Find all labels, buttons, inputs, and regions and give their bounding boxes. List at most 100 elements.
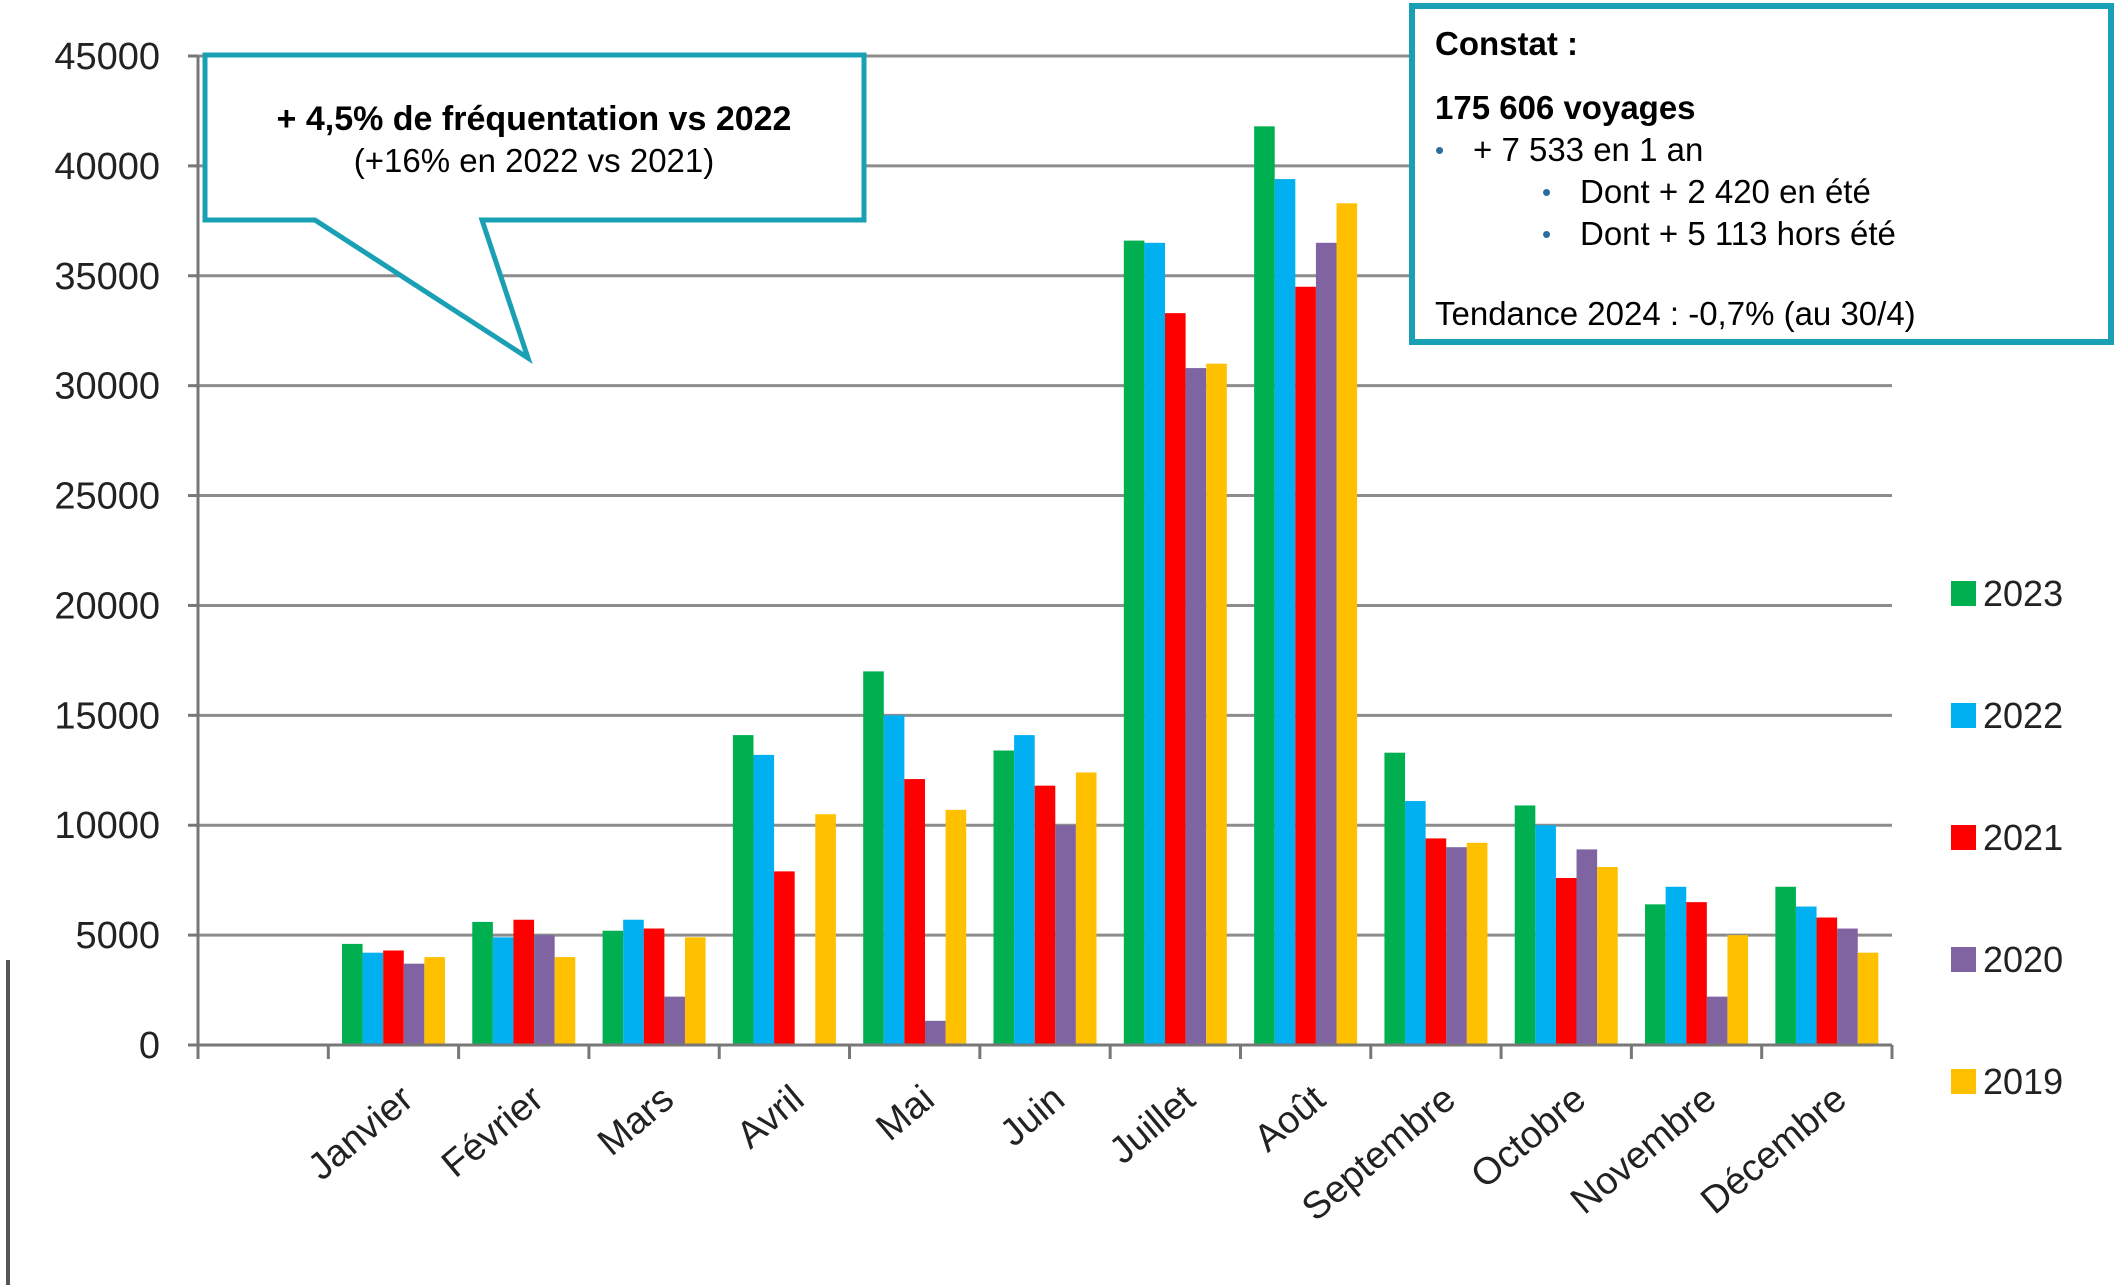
constat-sub-bullet: Dont + 2 420 en été (1435, 171, 2088, 213)
bar-2023-11 (1775, 886, 1796, 1045)
x-axis (196, 1043, 1894, 1059)
bar-2021-4 (904, 779, 925, 1045)
bar-2019-4 (945, 809, 967, 1045)
bar-2022-2 (623, 919, 644, 1045)
bar-2022-3 (753, 754, 775, 1045)
constat-sub-bullet: Dont + 5 113 hors été (1435, 213, 2088, 255)
legend-swatch (1951, 1069, 1976, 1094)
bar-2019-2 (684, 937, 706, 1045)
bar-2022-1 (492, 937, 514, 1045)
y-tick-label: 15000 (54, 695, 160, 737)
x-tick-label: Mai (869, 1078, 943, 1150)
legend-swatch (1951, 825, 1976, 850)
legend-swatch (1951, 703, 1976, 728)
bar-2021-10 (1686, 902, 1707, 1045)
bar-2021-3 (774, 871, 795, 1045)
bar-2021-11 (1816, 917, 1838, 1045)
y-tick-label: 20000 (54, 585, 160, 627)
bar-2019-7 (1336, 203, 1358, 1046)
bar-2020-0 (403, 963, 425, 1045)
bar-2023-1 (472, 921, 493, 1045)
bar-2022-8 (1405, 801, 1426, 1045)
bar-2021-5 (1034, 785, 1056, 1045)
bar-2023-3 (732, 735, 754, 1045)
bar-2019-6 (1206, 363, 1227, 1045)
x-tick-label: Juin (992, 1078, 1072, 1155)
y-tick-label: 25000 (54, 476, 160, 518)
y-tick-label: 0 (139, 1025, 160, 1067)
bar-2022-11 (1795, 906, 1817, 1045)
bar-2023-6 (1123, 240, 1145, 1045)
bar-2019-9 (1597, 866, 1618, 1045)
bar-2022-7 (1274, 179, 1296, 1045)
bar-2022-5 (1014, 735, 1035, 1045)
legend-label: 2020 (1983, 939, 2063, 980)
bar-2023-2 (602, 930, 624, 1045)
x-tick-label: Novembre (1563, 1078, 1724, 1223)
bars (341, 126, 1879, 1046)
bar-2020-4 (924, 1020, 946, 1045)
x-tick-label: Juillet (1102, 1077, 1204, 1172)
bar-2022-9 (1535, 825, 1556, 1045)
bar-2023-4 (863, 671, 884, 1045)
y-tick-label: 40000 (54, 146, 160, 188)
bar-2019-11 (1857, 952, 1879, 1045)
constat-total: 175 606 voyages (1435, 89, 1696, 126)
legend-swatch (1951, 581, 1976, 606)
y-tick-label: 35000 (54, 256, 160, 298)
frame-left-edge (6, 960, 10, 1285)
x-tick-label: Mars (590, 1078, 682, 1164)
bar-2021-0 (383, 950, 404, 1045)
bar-2023-5 (993, 750, 1015, 1045)
callout-shape (202, 52, 867, 364)
bar-2021-2 (643, 928, 665, 1045)
bar-2021-9 (1555, 877, 1577, 1045)
bar-2019-8 (1466, 842, 1488, 1045)
y-tick-label: 10000 (54, 805, 160, 847)
y-tick-label: 5000 (75, 915, 160, 957)
bar-2020-5 (1055, 825, 1076, 1045)
bar-2022-6 (1144, 242, 1166, 1046)
bar-2020-8 (1446, 847, 1467, 1045)
legend-label: 2021 (1983, 817, 2063, 858)
callout-headline: + 4,5% de fréquentation vs 2022 (277, 100, 792, 138)
legend-swatch (1951, 947, 1976, 972)
x-tick-label: Janvier (300, 1077, 421, 1188)
constat-list: + 7 533 en 1 an Dont + 2 420 en été Dont… (1435, 129, 2088, 255)
y-axis-ticks: 0 5000 10000 15000 20000 25000 30000 35000 40000… (54, 36, 200, 1067)
bar-2019-1 (554, 957, 576, 1045)
legend-label: 2022 (1983, 695, 2063, 736)
legend-label: 2019 (1983, 1061, 2063, 1102)
callout-subline: (+16% en 2022 vs 2021) (354, 142, 715, 179)
bar-2022-0 (362, 952, 384, 1045)
constat-bullet: + 7 533 en 1 an (1435, 129, 2088, 171)
bar-2022-4 (883, 715, 905, 1045)
bar-2021-1 (513, 919, 535, 1045)
legend-label: 2023 (1983, 573, 2063, 614)
bar-2021-7 (1295, 286, 1316, 1045)
bar-2020-7 (1315, 242, 1337, 1046)
bar-2023-7 (1254, 126, 1275, 1046)
y-tick-label: 30000 (54, 366, 160, 408)
bar-2019-3 (815, 814, 836, 1045)
x-axis-ticks: Janvier Février Mars Avril Mai Juin Juillet Aoû… (300, 1077, 1854, 1229)
y-tick-label: 45000 (54, 36, 160, 78)
bar-2023-0 (341, 943, 363, 1045)
x-tick-label: Août (1247, 1077, 1334, 1160)
legend: 2023 2022 2021 2020 2019 (1951, 573, 2063, 1102)
bar-2020-6 (1185, 368, 1207, 1045)
bar-2023-9 (1514, 805, 1536, 1045)
constat-title: Constat : (1435, 25, 1578, 62)
bar-2022-10 (1665, 886, 1687, 1045)
bar-2020-9 (1576, 849, 1598, 1045)
x-tick-label: Février (434, 1078, 552, 1186)
x-tick-label: Avril (729, 1078, 812, 1157)
bar-2019-10 (1727, 935, 1749, 1045)
bar-2021-6 (1165, 313, 1186, 1045)
callout-box: + 4,5% de fréquentation vs 2022 (+16% en… (202, 52, 867, 364)
bar-2020-10 (1706, 996, 1728, 1045)
constat-trend: Tendance 2024 : -0,7% (au 30/4) (1435, 295, 1916, 332)
bar-2023-8 (1384, 752, 1406, 1045)
x-tick-label: Octobre (1463, 1078, 1594, 1197)
